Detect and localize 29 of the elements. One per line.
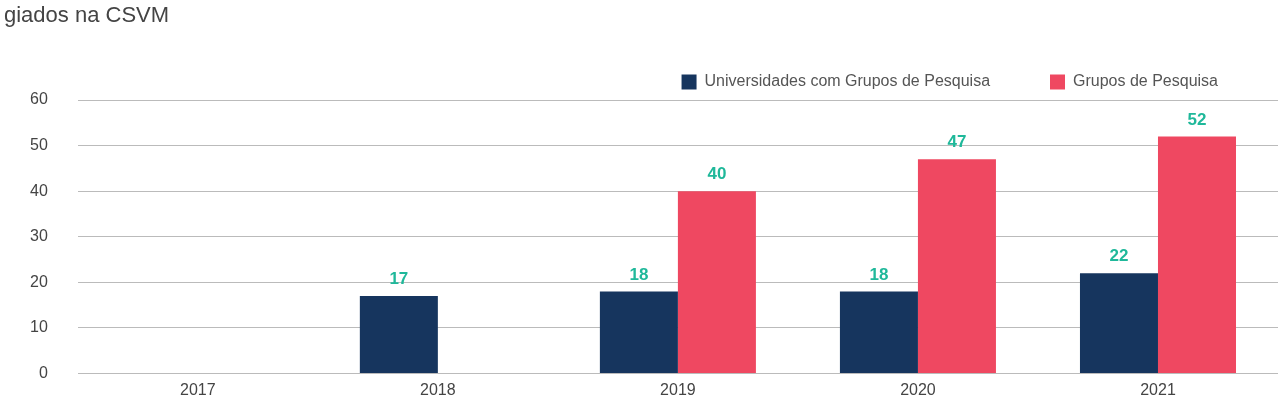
data-label: 47 [947,132,967,152]
x-tick-label: 2017 [180,381,216,399]
y-tick-label: 10 [30,318,48,336]
x-tick-label: 2021 [1140,381,1176,399]
x-tick-label: 2020 [900,381,936,399]
y-tick-label: 20 [30,272,48,290]
y-tick-label: 40 [30,181,48,199]
bar [599,291,678,373]
y-tick-label: 0 [38,363,48,381]
bar [1079,273,1158,373]
data-label: 18 [629,264,649,284]
bar [839,291,918,373]
data-label: 17 [389,269,409,289]
y-tick-label: 50 [30,135,48,153]
bar [1157,136,1236,373]
legend-label: Universidades com Grupos de Pesquisa [704,72,991,90]
data-label: 18 [869,264,889,284]
y-tick-label: 30 [30,227,48,245]
data-label: 40 [707,164,727,184]
legend-label: Grupos de Pesquisa [1073,72,1219,90]
bar [677,191,756,373]
chart-title: giados na CSVM [4,2,170,28]
x-tick-label: 2018 [420,381,456,399]
bar [359,295,438,373]
y-tick-label: 60 [30,90,48,108]
data-label: 52 [1187,109,1207,129]
x-tick-label: 2019 [660,381,696,399]
data-label: 22 [1109,246,1129,266]
bar [917,159,996,373]
